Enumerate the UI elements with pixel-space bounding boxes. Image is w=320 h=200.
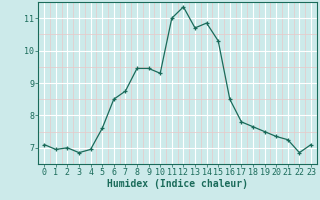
- X-axis label: Humidex (Indice chaleur): Humidex (Indice chaleur): [107, 179, 248, 189]
